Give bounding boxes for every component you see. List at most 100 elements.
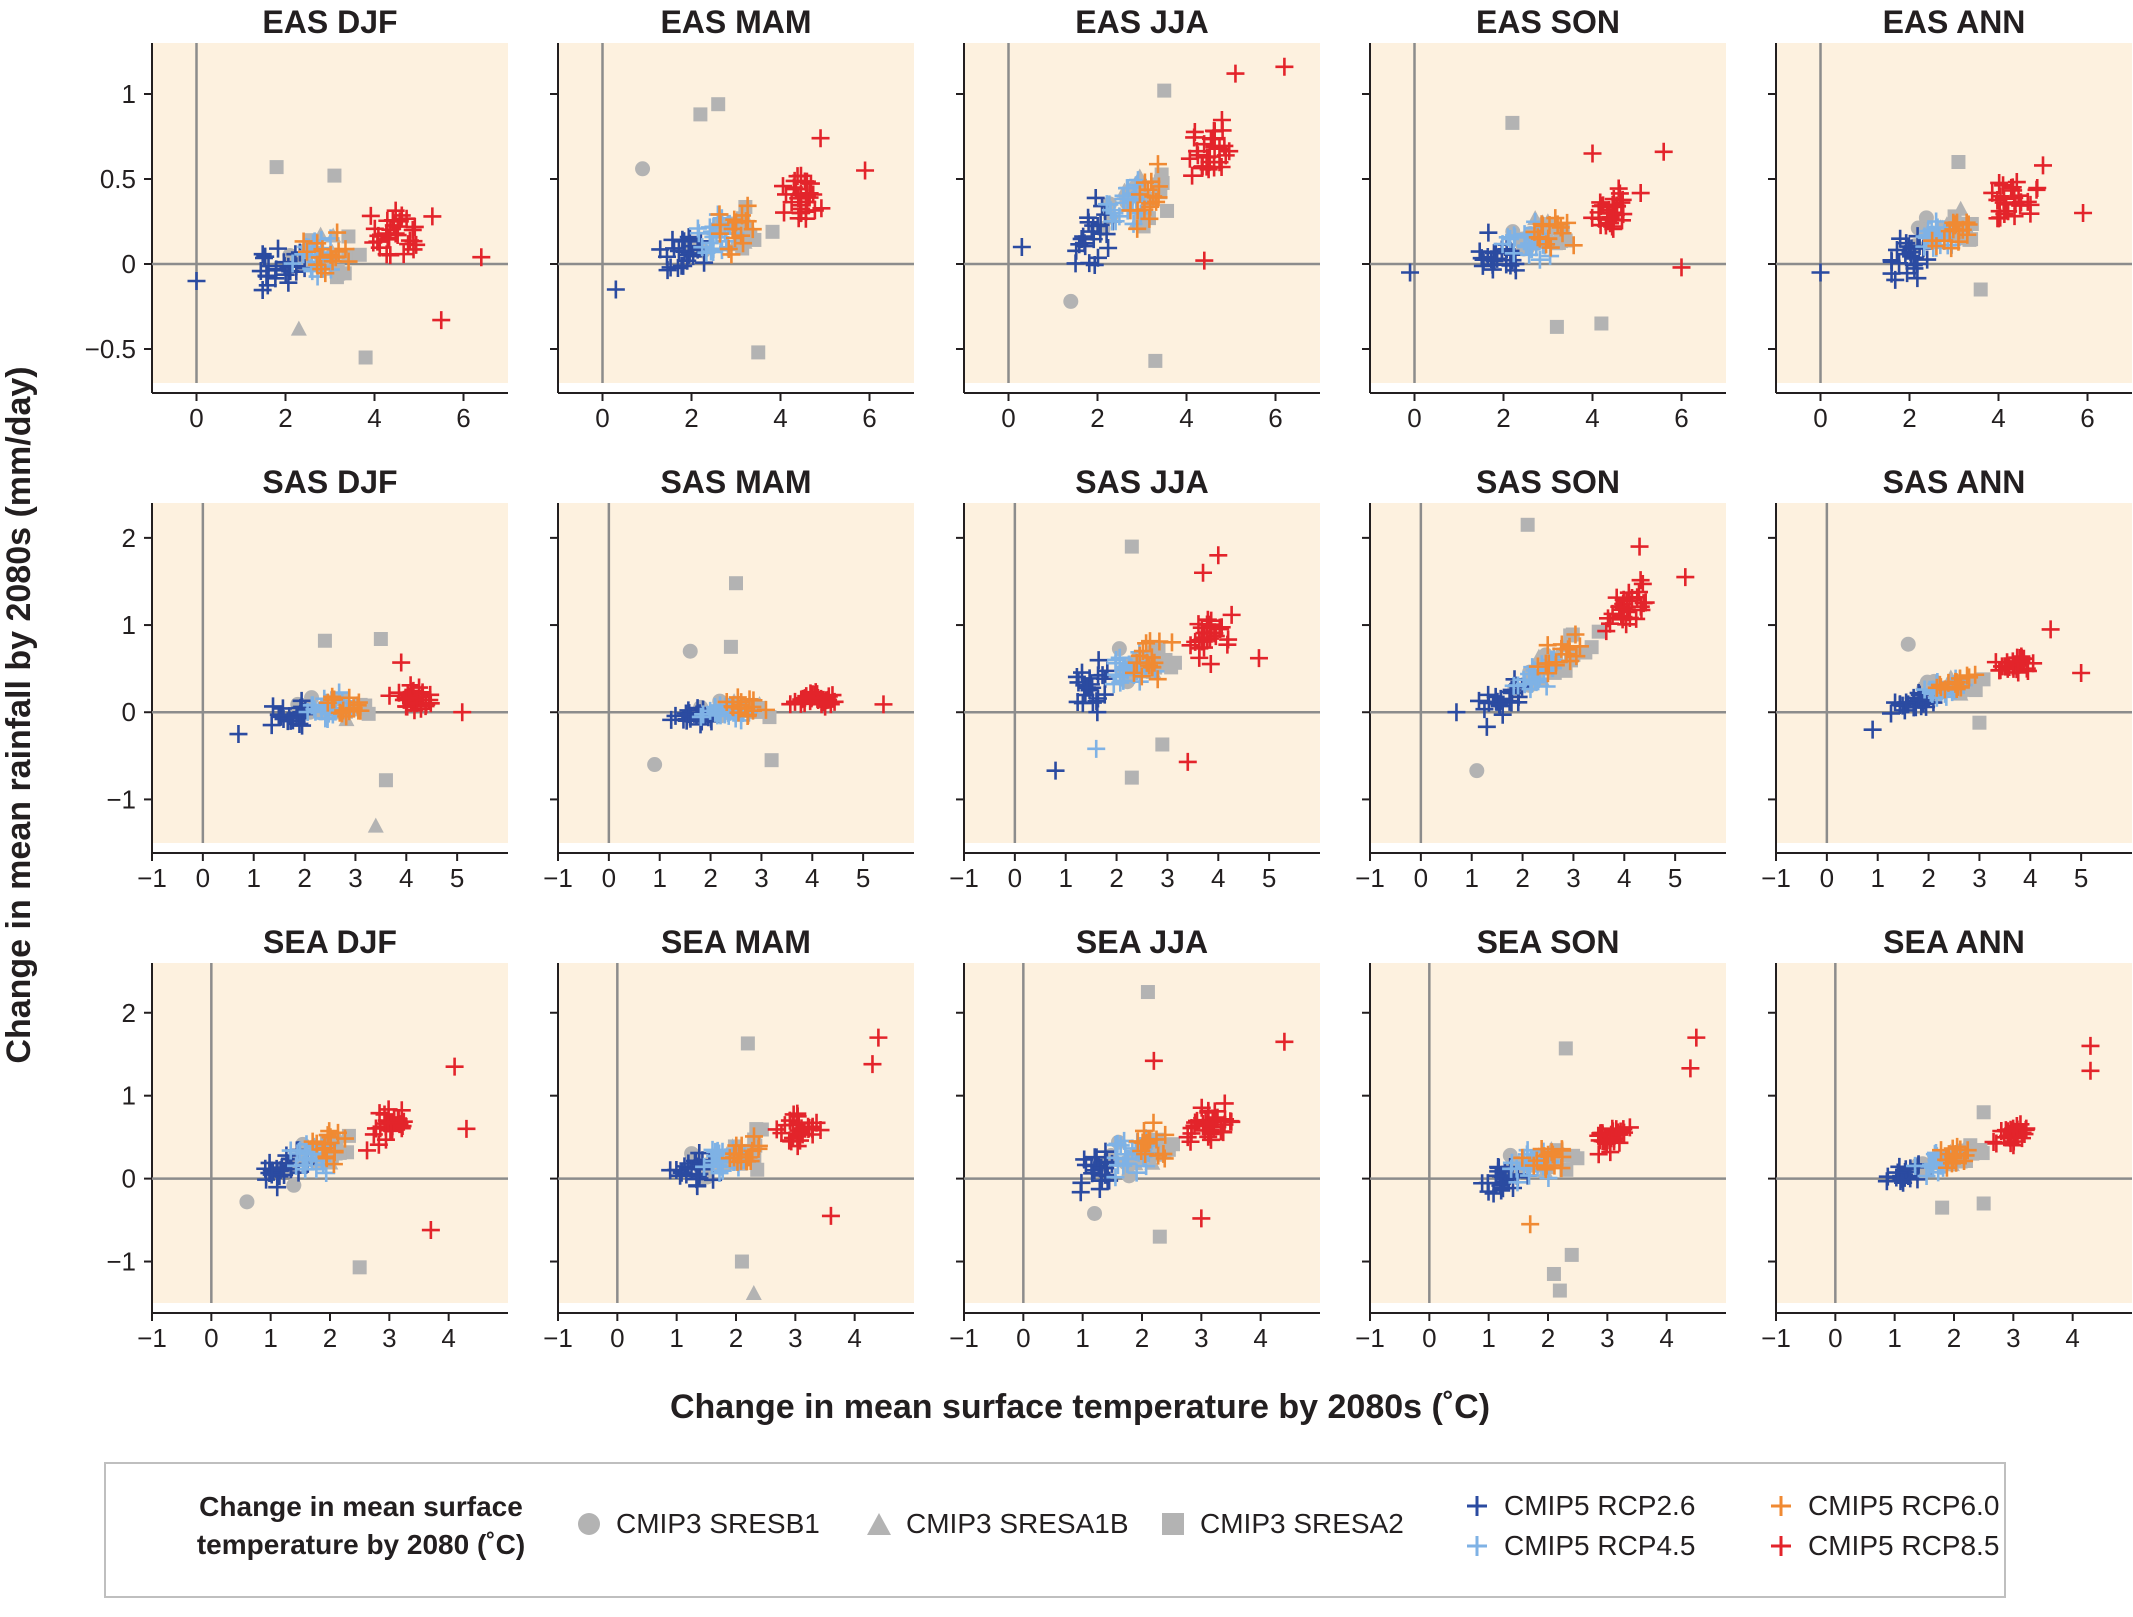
point-sresa2 [1558,1041,1573,1056]
point-sresa2 [352,1260,367,1275]
point-rcp85 [799,1117,818,1136]
point-rcp60 [1148,670,1167,689]
point-rcp85 [1195,251,1214,270]
point-rcp45 [711,1153,730,1172]
point-rcp60 [1513,1148,1532,1167]
point-rcp26 [255,248,274,267]
panel-title: SEA MAM [661,924,811,960]
point-rcp45 [1127,1163,1146,1182]
x-tick-label: 1 [1058,863,1072,893]
point-rcp85 [811,129,830,148]
x-tick-label: −1 [1355,863,1385,893]
point-rcp45 [298,1151,317,1170]
point-rcp26 [291,705,310,724]
point-rcp45 [719,706,738,725]
point-rcp60 [1532,1140,1551,1159]
y-axis-label: Change in mean rainfall by 2080s (mm/day… [0,366,38,1063]
point-rcp85 [404,232,423,251]
point-rcp26 [1486,1166,1505,1185]
point-rcp45 [1915,680,1934,699]
point-rcp26 [1477,717,1496,736]
x-tick-label: 0 [1407,403,1421,433]
point-sresa2 [1546,1266,1561,1281]
point-rcp26 [661,258,680,277]
x-tick-label: 1 [669,1323,683,1353]
panel-title: SAS DJF [262,464,397,500]
point-rcp26 [1066,254,1085,273]
point-rcp85 [1209,546,1228,565]
point-sresa2 [765,224,780,239]
point-rcp85 [1632,600,1651,619]
markers [229,632,472,833]
point-rcp26 [253,245,272,264]
point-rcp26 [268,1178,287,1197]
x-tick-label: 0 [1828,1323,1842,1353]
x-tick-label: 3 [2006,1323,2020,1353]
point-sresb1 [1502,1147,1518,1163]
point-rcp85 [2072,664,2091,682]
point-rcp45 [1521,680,1540,699]
point-rcp85 [797,687,816,706]
point-rcp26 [1090,1180,1109,1199]
point-rcp60 [294,232,313,251]
point-rcp26 [262,716,281,735]
point-rcp26 [1882,252,1901,271]
plot-area [152,503,508,843]
point-rcp26 [1070,235,1089,254]
point-rcp45 [1515,225,1534,244]
point-rcp85 [1199,1101,1218,1120]
y-tick-label: −1 [106,784,136,814]
y-tick-label: 0 [122,1164,136,1194]
y-tick-label: 1 [122,79,136,109]
point-rcp85 [1614,1120,1633,1139]
point-rcp85 [1600,1131,1619,1150]
x-tick-label: −1 [1761,863,1791,893]
point-rcp45 [1126,176,1145,195]
point-rcp60 [1142,172,1161,191]
point-rcp45 [1929,1163,1948,1182]
point-rcp60 [308,234,327,253]
x-tick-label: 1 [1481,1323,1495,1353]
point-sresb1 [647,757,663,773]
point-rcp85 [1194,563,1213,582]
point-rcp26 [1485,252,1504,271]
point-rcp85 [1215,1094,1234,1113]
point-rcp85 [1612,211,1631,230]
x-tick-label: 2 [729,1323,743,1353]
point-rcp60 [1521,1215,1540,1234]
point-rcp45 [1114,671,1133,690]
point-rcp26 [658,261,677,280]
legend-label: CMIP3 SRESA1B [906,1508,1129,1539]
point-rcp85 [1210,139,1229,158]
x-tick-label: 2 [1921,863,1935,893]
point-rcp26 [1886,270,1905,289]
point-rcp85 [2012,651,2031,670]
point-rcp60 [1127,653,1146,672]
plus-marker-icon [1771,1496,1791,1516]
point-sresa2 [711,97,726,112]
x-tick-label: 0 [1820,863,1834,893]
point-rcp45 [1118,1149,1137,1168]
point-rcp60 [1947,680,1966,699]
point-rcp60 [1558,213,1577,232]
point-rcp85 [1633,574,1652,593]
point-rcp26 [1085,1148,1104,1167]
point-rcp85 [1589,1145,1608,1164]
x-tick-label: 4 [2065,1323,2079,1353]
point-rcp85 [1275,57,1294,76]
point-rcp85 [401,676,420,695]
point-rcp26 [1506,261,1525,280]
point-rcp85 [2013,1129,2032,1148]
point-rcp85 [1188,146,1207,165]
point-rcp85 [1998,1122,2017,1141]
point-rcp85 [1221,1112,1240,1131]
point-rcp60 [1951,677,1970,696]
panel-eas-jja: EAS JJA 0 2 4 6 [956,4,1320,433]
point-rcp45 [1114,186,1133,205]
point-rcp26 [672,1163,691,1182]
point-rcp26 [259,257,278,276]
x-tick-label: 5 [450,863,464,893]
point-rcp45 [1508,1173,1527,1192]
point-sresa2 [1167,655,1182,670]
point-rcp45 [1517,236,1536,255]
